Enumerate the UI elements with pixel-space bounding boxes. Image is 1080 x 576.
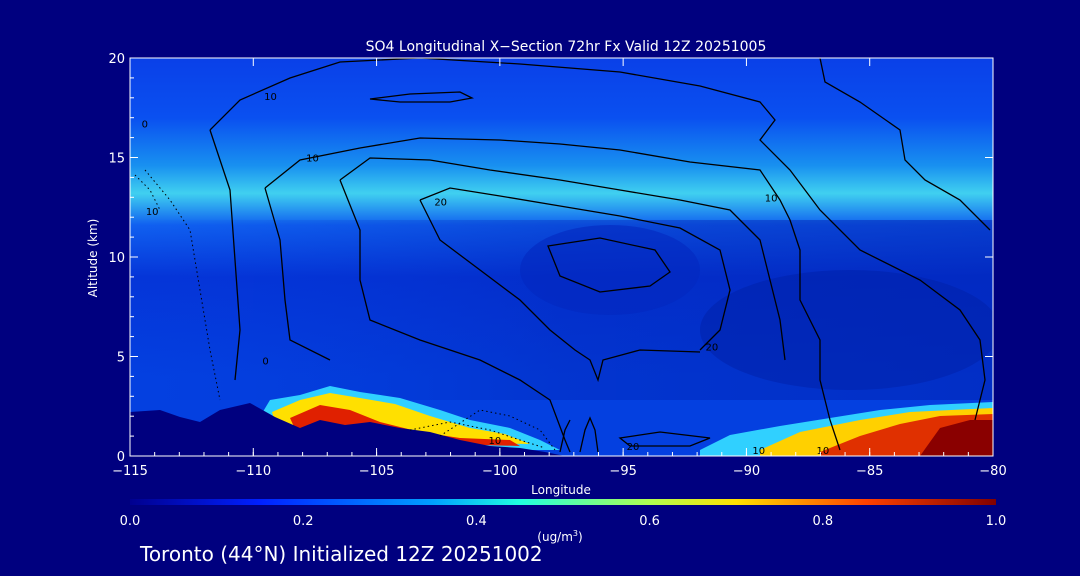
contour-label: 10 xyxy=(489,436,502,447)
dark-core xyxy=(520,225,700,315)
footer-init: Initialized 12Z 20251002 xyxy=(292,542,543,566)
x-tick-label: −85 xyxy=(856,464,883,479)
plume-east-darkred xyxy=(920,420,993,456)
contour-label: 0 xyxy=(142,120,148,131)
x-tick-label: −105 xyxy=(359,464,395,479)
contour-label: 20 xyxy=(627,442,640,453)
contour-label: 10 xyxy=(146,207,159,218)
contour-label: 10 xyxy=(264,92,277,103)
contour-label: 20 xyxy=(434,197,447,208)
x-tick-label: −115 xyxy=(112,464,148,479)
x-tick-label: −80 xyxy=(979,464,1006,479)
y-tick-label: 20 xyxy=(108,52,125,67)
colorbar-tick-label: 0.2 xyxy=(293,514,314,529)
colorbar-tick-label: 0.4 xyxy=(466,514,487,529)
colorbar-ticks: 0.0 0.2 0.4 0.6 0.8 1.0 xyxy=(120,514,1007,529)
footer-caption: Toronto (44°N) Initialized 12Z 20251002 xyxy=(140,542,543,566)
colorbar-tick-label: 0.8 xyxy=(812,514,833,529)
colorbar-tick-label: 0.0 xyxy=(120,514,141,529)
dark-east-core xyxy=(700,270,993,390)
y-tick-label: 10 xyxy=(108,251,125,266)
contour-label: 20 xyxy=(706,343,719,354)
y-tick-label: 5 xyxy=(117,351,125,366)
y-tick-label: 15 xyxy=(108,152,125,167)
contour-lines xyxy=(209,58,991,453)
colorbar xyxy=(130,499,996,505)
contour-dotted xyxy=(134,169,556,451)
footer-city: Toronto xyxy=(140,542,214,566)
x-axis: −115 −110 −105 −100 −95 −90 −85 −80 xyxy=(112,58,1007,479)
x-tick-label: −110 xyxy=(235,464,271,479)
terrain xyxy=(130,403,565,456)
contour-label: 10 xyxy=(306,154,319,165)
colorbar-tick-label: 1.0 xyxy=(986,514,1007,529)
colorbar-units: (ug/m3) xyxy=(537,529,582,544)
x-axis-label: Longitude xyxy=(531,483,591,497)
contour-label: 10 xyxy=(765,193,778,204)
y-axis: 0 5 10 15 20 xyxy=(108,52,993,465)
y-tick-label: 0 xyxy=(117,450,125,465)
footer-latitude: (44°N) xyxy=(220,542,287,566)
contour-label: 10 xyxy=(752,446,765,457)
x-tick-label: −100 xyxy=(482,464,518,479)
contour-label: 0 xyxy=(262,356,268,367)
chart-title: SO4 Longitudinal X−Section 72hr Fx Valid… xyxy=(366,39,767,55)
x-tick-label: −95 xyxy=(609,464,636,479)
y-axis-label: Altitude (km) xyxy=(86,219,100,298)
colorbar-tick-label: 0.6 xyxy=(639,514,660,529)
plot-area xyxy=(130,58,993,456)
contour-label: 10 xyxy=(816,446,829,457)
contour-labels: 10 10 20 10 20 20 10 10 10 0 10 0 xyxy=(142,92,830,457)
x-tick-label: −90 xyxy=(733,464,760,479)
